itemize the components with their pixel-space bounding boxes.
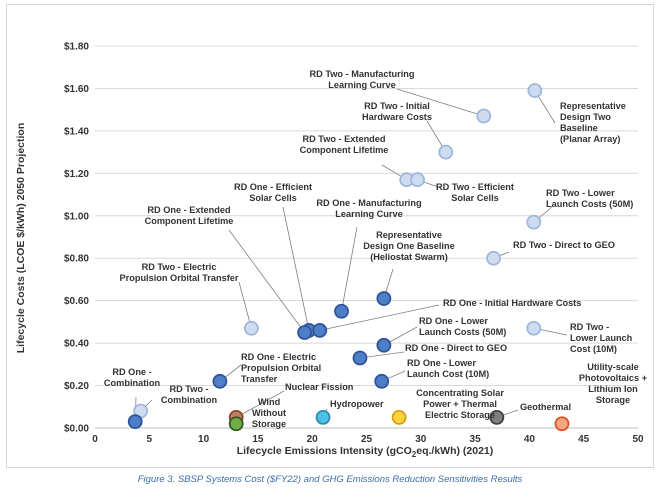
label-rd2-electric: RD Two - Electric Propulsion Orbital Tran… (120, 262, 239, 283)
point-rd2-initial-hw (438, 144, 454, 160)
label-utility-pv: Utility-scale Photovoltaics + Lithium Ion S… (579, 362, 647, 405)
label-rd1-efficient: RD One - Efficient Solar Cells (234, 182, 312, 203)
label-rd1-lower-launch-10: RD One - Lower Launch Cost (10M) (407, 358, 489, 379)
figure-caption: Figure 3. SBSP Systems Cost ($FY22) and … (137, 474, 523, 485)
label-wind: Wind Without Storage (252, 397, 286, 429)
point-hydropower (315, 409, 331, 425)
leader-line (235, 390, 285, 418)
label-rd2-initial-hw: RD Two - Initial Hardware Costs (362, 101, 432, 122)
point-wind (228, 416, 244, 432)
x-tick-label: 0 (92, 434, 98, 445)
label-rd2-manufacturing: RD Two - Manufacturing Learning Curve (310, 69, 415, 90)
point-rd2-baseline (527, 83, 543, 98)
point-rd2-efficient (410, 172, 425, 188)
leader-line (238, 281, 252, 329)
point-rd1-manufacturing (334, 303, 349, 319)
point-rd1-extended (297, 325, 312, 340)
y-tick-label: $1.00 (64, 211, 89, 222)
x-tick-label: 15 (252, 434, 264, 445)
point-geothermal (489, 409, 505, 425)
x-tick-label: 5 (147, 434, 153, 445)
label-rd1-direct-geo: RD One - Direct to GEO (405, 343, 507, 353)
label-rd1-combination: RD One -Combination (104, 367, 161, 388)
x-tick-label: 30 (415, 434, 427, 445)
y-tick-label: $1.40 (64, 126, 89, 137)
label-rd1-electric: RD One - Electric Propulsion Orbital Trans… (241, 352, 321, 384)
label-rd1-extended: RD One - Extended Component Lifetime (145, 205, 234, 226)
x-axis-title: Lifecycle Emissions Intensity (gCO2eq./k… (237, 445, 494, 459)
label-nuclear: Nuclear Fission (285, 382, 354, 392)
label-rd2-direct-geo: RD Two - Direct to GEO (513, 240, 615, 250)
point-rd1-direct-geo (352, 350, 368, 366)
leader-line (319, 304, 440, 331)
x-tick-label: 45 (578, 434, 590, 445)
x-tick-label: 35 (470, 434, 482, 445)
y-tick-label: $1.60 (64, 84, 89, 95)
point-rd2-lower-launch-10 (526, 320, 542, 336)
point-rd1-baseline (376, 291, 392, 306)
x-tick-label: 20 (307, 434, 319, 445)
label-rd1-initial-hw: RD One - Initial Hardware Costs (443, 298, 581, 308)
y-tick-label: $1.20 (64, 169, 89, 180)
point-rd2-direct-geo (486, 250, 501, 266)
label-rd1-lower-launch-50: RD One - Lower Launch Costs (50M) (419, 316, 506, 337)
point-rd1-initial-hw (312, 322, 328, 338)
point-rd1-combination (127, 414, 143, 430)
label-rd2-combination: RD Two -Combination (161, 384, 218, 405)
point-csp (391, 409, 407, 425)
leader-line (396, 88, 484, 117)
label-rd1-manufacturing: RD One - Manufacturing Learning Curve (316, 198, 421, 219)
y-tick-label: $0.20 (64, 381, 89, 392)
y-tick-label: $0.40 (64, 339, 89, 350)
leader-line (282, 206, 310, 331)
y-tick-label: $0.80 (64, 254, 89, 265)
y-tick-label: $1.80 (64, 42, 89, 53)
chart-frame: $0.00 $0.20 $0.40 $0.60 $0.80 $1.00 $1.20 $1.40… (6, 4, 654, 468)
label-csp: Concentrating Solar Power + Thermal Electr… (416, 388, 504, 420)
leader-line (341, 226, 358, 312)
point-rd1-lower-launch-50 (376, 337, 392, 353)
label-rd2-lower-launch-10: RD Two -Lower Launch Cost (10M) (570, 322, 633, 354)
point-rd2-manufacturing (476, 108, 492, 124)
y-tick-label: $0.60 (64, 296, 89, 307)
point-rd1-electric (212, 373, 228, 389)
label-rd1-baseline: Representative Design One Baseline (Helios… (363, 230, 454, 262)
label-geothermal: Geothermal (520, 402, 571, 412)
label-rd2-extended: RD Two - Extended Component Lifetime (300, 134, 389, 155)
point-rd2-lower-launch-50 (526, 214, 542, 230)
leader-line (359, 351, 405, 359)
x-tick-label: 40 (524, 434, 536, 445)
label-rd2-lower-launch-50: RD Two - Lower Launch Costs (50M) (546, 188, 633, 209)
x-tick-label: 25 (361, 434, 373, 445)
point-utility-pv (554, 416, 570, 432)
x-tick-label: 10 (198, 434, 210, 445)
label-rd2-efficient: RD Two - Efficient Solar Cells (436, 182, 514, 203)
x-tick-label: 50 (632, 434, 644, 445)
y-tick-label: $0.00 (64, 424, 89, 435)
label-hydropower: Hydropower (330, 399, 384, 409)
leader-line (228, 229, 305, 333)
y-axis-title: Lifecycle Costs (LCOE $/kWh) 2050 Projec… (15, 123, 27, 353)
point-rd2-electric (243, 320, 259, 336)
scatter-plot: $0.00 $0.20 $0.40 $0.60 $0.80 $1.00 $1.20 $1.40… (15, 42, 647, 460)
point-rd1-lower-launch-10 (374, 373, 390, 389)
label-rd2-baseline: Representative Design Two Baseline (Planar … (560, 101, 626, 144)
